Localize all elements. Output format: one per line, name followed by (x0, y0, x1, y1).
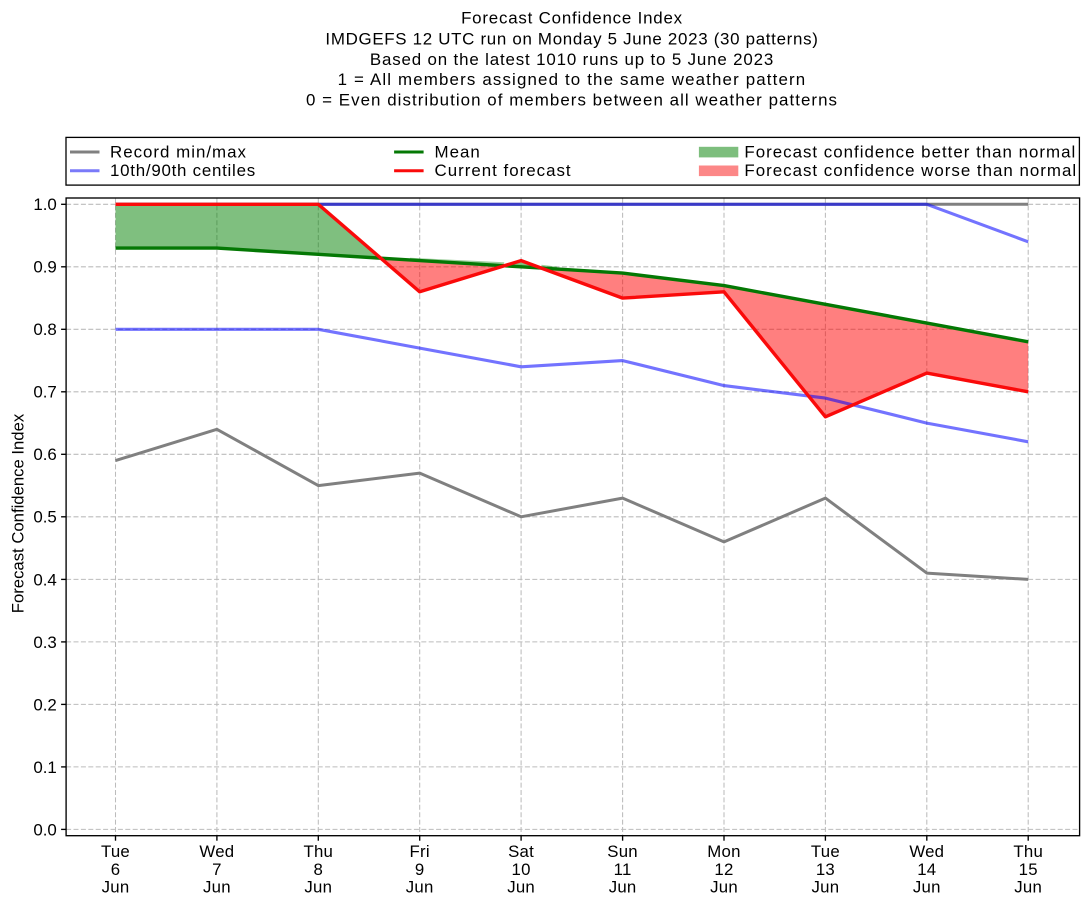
svg-text:Sun: Sun (607, 842, 638, 861)
svg-text:0.4: 0.4 (33, 570, 56, 589)
svg-text:Fri: Fri (410, 842, 430, 861)
svg-text:0.5: 0.5 (33, 508, 56, 527)
svg-text:0.8: 0.8 (33, 320, 56, 339)
svg-text:13: 13 (816, 860, 835, 879)
svg-text:Based on the latest 1010 runs: Based on the latest 1010 runs up to 5 Ju… (370, 50, 774, 69)
svg-text:1 = All members assigned to th: 1 = All members assigned to the same wea… (338, 70, 807, 89)
svg-text:0.9: 0.9 (33, 258, 56, 277)
svg-text:Jun: Jun (203, 878, 231, 897)
svg-text:0.6: 0.6 (33, 445, 56, 464)
svg-text:Jun: Jun (406, 878, 434, 897)
svg-text:Jun: Jun (811, 878, 839, 897)
svg-text:0.3: 0.3 (33, 633, 56, 652)
svg-text:15: 15 (1019, 860, 1038, 879)
svg-text:Jun: Jun (304, 878, 332, 897)
svg-text:0.7: 0.7 (33, 383, 56, 402)
svg-text:Wed: Wed (199, 842, 234, 861)
svg-text:Thu: Thu (1013, 842, 1043, 861)
svg-text:Tue: Tue (101, 842, 130, 861)
svg-text:0.1: 0.1 (33, 758, 56, 777)
svg-text:1.0: 1.0 (33, 195, 56, 214)
svg-text:7: 7 (212, 860, 222, 879)
svg-text:IMDGEFS 12 UTC run on Monday 5: IMDGEFS 12 UTC run on Monday 5 June 2023… (325, 30, 818, 49)
svg-text:0.2: 0.2 (33, 695, 56, 714)
svg-text:10th/90th centiles: 10th/90th centiles (110, 161, 256, 180)
svg-text:Jun: Jun (609, 878, 637, 897)
svg-text:6: 6 (111, 860, 121, 879)
svg-text:10: 10 (512, 860, 531, 879)
svg-text:Thu: Thu (303, 842, 333, 861)
svg-text:Forecast Confidence Index: Forecast Confidence Index (9, 413, 28, 613)
svg-text:8: 8 (314, 860, 324, 879)
svg-text:Jun: Jun (102, 878, 130, 897)
svg-text:0.0: 0.0 (33, 820, 56, 839)
svg-text:Mon: Mon (707, 842, 740, 861)
svg-text:Jun: Jun (913, 878, 941, 897)
svg-text:Jun: Jun (710, 878, 738, 897)
svg-text:Tue: Tue (811, 842, 840, 861)
svg-text:14: 14 (917, 860, 936, 879)
svg-text:11: 11 (614, 860, 632, 879)
svg-text:Record min/max: Record min/max (110, 142, 247, 161)
svg-text:Mean: Mean (435, 142, 481, 161)
svg-text:0 = Even distribution of membe: 0 = Even distribution of members between… (306, 90, 838, 109)
svg-text:Forecast confidence better tha: Forecast confidence better than normal (744, 142, 1076, 161)
svg-text:Forecast confidence worse than: Forecast confidence worse than normal (744, 161, 1077, 180)
svg-text:12: 12 (714, 860, 733, 879)
svg-text:Current forecast: Current forecast (435, 161, 572, 180)
svg-text:Wed: Wed (909, 842, 944, 861)
svg-text:9: 9 (415, 860, 425, 879)
svg-text:Jun: Jun (1014, 878, 1042, 897)
svg-text:Sat: Sat (508, 842, 534, 861)
svg-text:Jun: Jun (507, 878, 535, 897)
svg-text:Forecast Confidence Index: Forecast Confidence Index (461, 8, 683, 27)
